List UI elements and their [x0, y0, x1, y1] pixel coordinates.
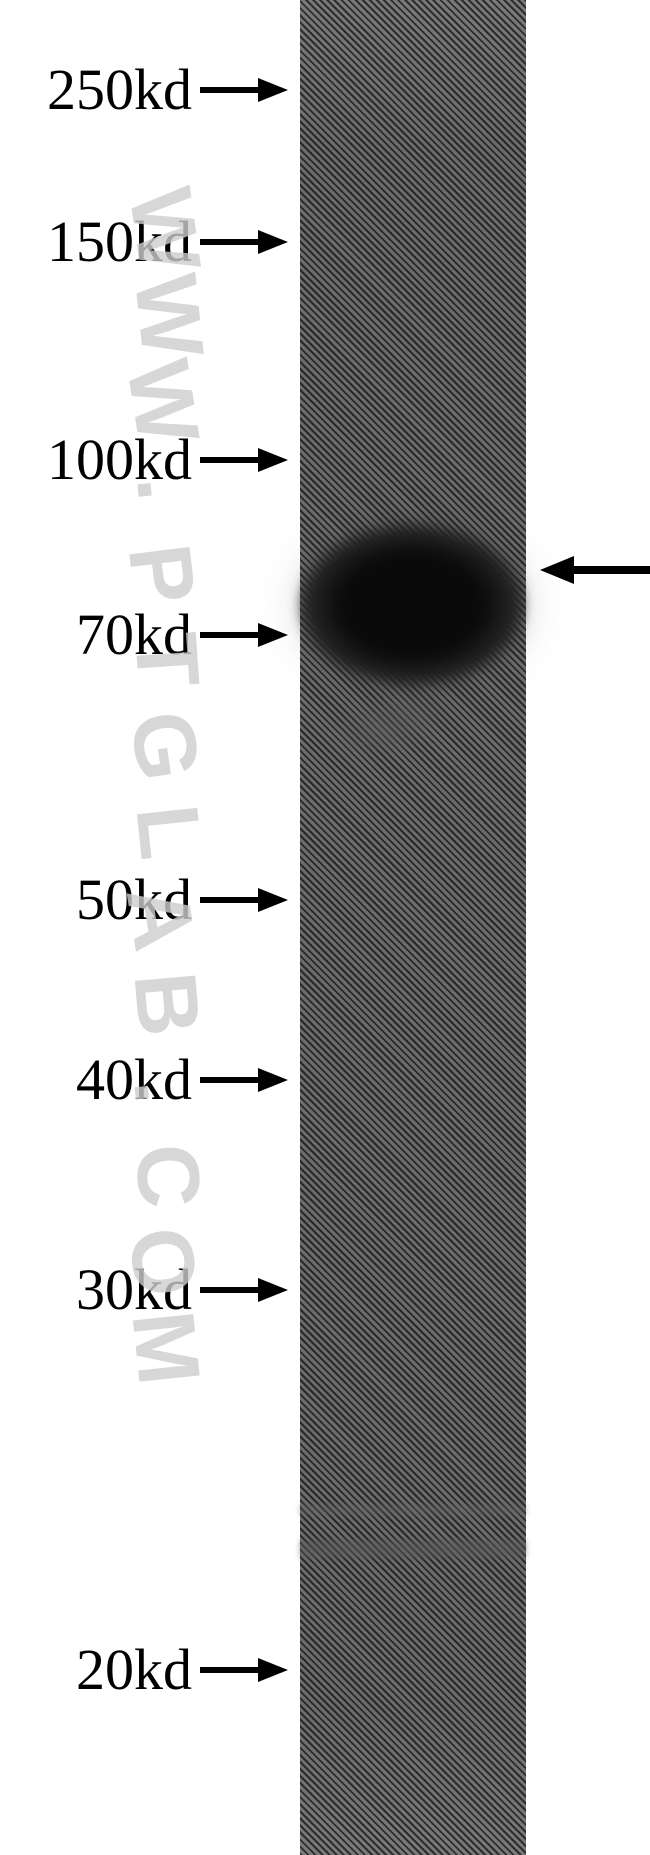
mw-marker-arrow-head: [258, 448, 288, 472]
mw-marker-arrow-shaft: [200, 87, 258, 93]
mw-marker-arrow-head: [258, 78, 288, 102]
target-arrow-shaft: [574, 566, 650, 574]
mw-marker-label: 20kd: [76, 1641, 192, 1699]
mw-marker-arrow-head: [258, 623, 288, 647]
watermark-char: W: [109, 182, 222, 278]
mw-marker-arrow-head: [258, 1068, 288, 1092]
mw-marker: 20kd: [0, 1641, 288, 1699]
watermark-char: O: [108, 1221, 219, 1303]
protein-band: [302, 525, 522, 685]
watermark-char: L: [115, 800, 222, 864]
target-arrow-head: [540, 556, 574, 584]
mw-marker-label: 250kd: [47, 61, 192, 119]
mw-marker: 250kd: [0, 61, 288, 119]
watermark-char: W: [114, 269, 224, 362]
mw-marker-arrow-head: [258, 1658, 288, 1682]
watermark-char: M: [111, 1306, 220, 1390]
watermark-char: C: [115, 1141, 221, 1212]
watermark-char: G: [110, 705, 221, 787]
watermark-char: P: [108, 539, 216, 610]
watermark-char: B: [113, 968, 220, 1040]
mw-marker-arrow-shaft: [200, 457, 258, 463]
mw-marker-arrow-head: [258, 888, 288, 912]
mw-marker-arrow-shaft: [200, 1667, 258, 1673]
watermark-char: T: [114, 630, 220, 691]
gel-lane: [300, 0, 526, 1855]
mw-marker-arrow-head: [258, 230, 288, 254]
watermark-char: W: [106, 353, 220, 451]
blot-figure: 250kd150kd100kd70kd50kd40kd30kd20kd WWW.…: [0, 0, 650, 1855]
target-band-arrow: [540, 556, 650, 584]
mw-marker-arrow-head: [258, 1278, 288, 1302]
